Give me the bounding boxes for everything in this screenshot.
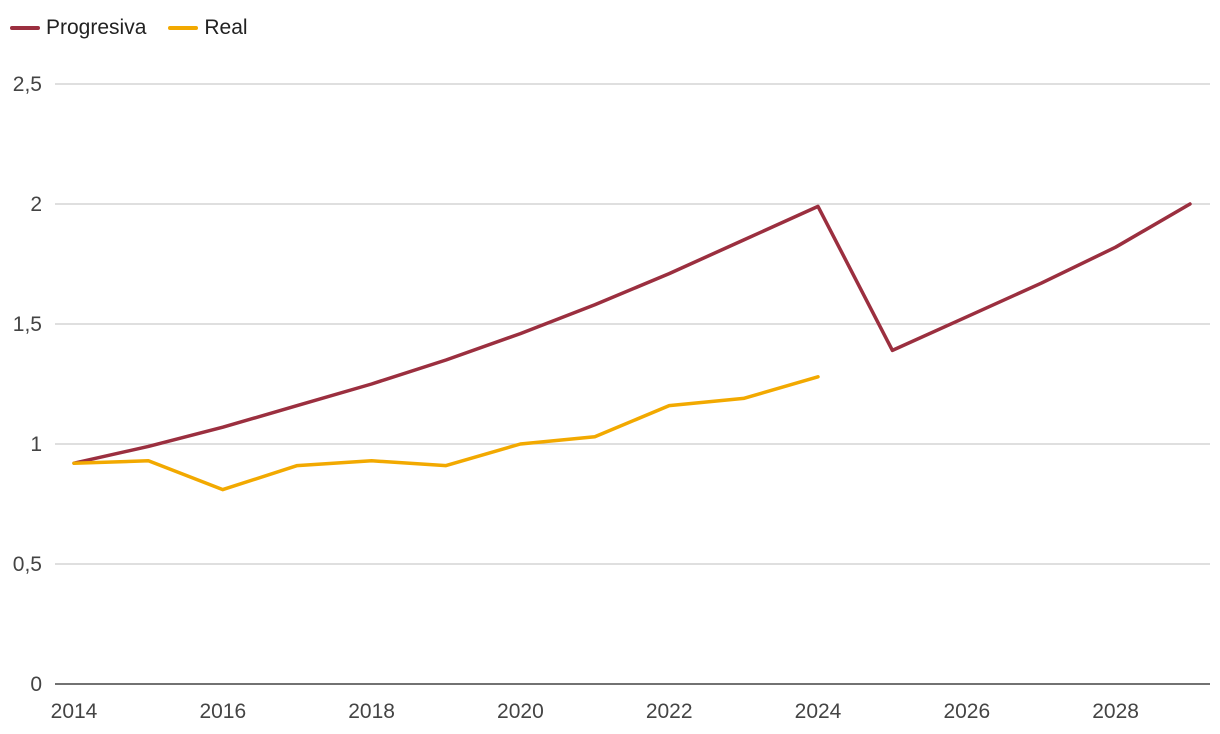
x-tick-label: 2024 — [795, 700, 842, 723]
y-tick-label: 2 — [30, 193, 42, 216]
y-tick-label: 0 — [30, 673, 42, 696]
y-tick-label: 1 — [30, 433, 42, 456]
y-tick-label: 2,5 — [13, 73, 42, 96]
x-tick-label: 2020 — [497, 700, 544, 723]
x-tick-label: 2022 — [646, 700, 693, 723]
x-tick-label: 2014 — [51, 700, 98, 723]
series-line-progresiva — [72, 202, 1192, 465]
series-line-real — [72, 375, 820, 492]
legend-item-real: Real — [168, 16, 248, 40]
legend-swatch-real — [168, 26, 199, 30]
x-tick-label: 2016 — [199, 700, 246, 723]
legend-item-progresiva: Progresiva — [10, 16, 146, 40]
legend-swatch-progresiva — [10, 26, 40, 30]
legend: Progresiva Real — [10, 16, 270, 40]
x-tick-label: 2018 — [348, 700, 395, 723]
x-tick-label: 2028 — [1092, 700, 1139, 723]
x-tick-label: 2026 — [943, 700, 990, 723]
y-tick-label: 0,5 — [13, 553, 42, 576]
y-tick-label: 1,5 — [13, 313, 42, 336]
legend-label-real: Real — [204, 16, 248, 39]
legend-label-progresiva: Progresiva — [46, 16, 147, 39]
